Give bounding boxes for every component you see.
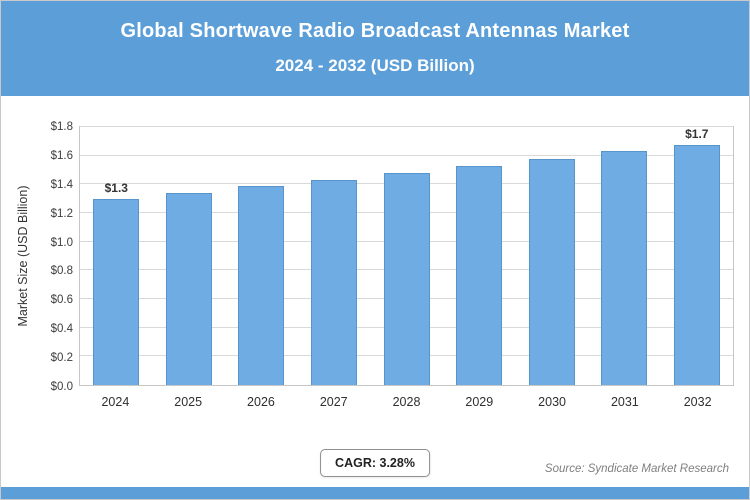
bar-slot: [298, 127, 371, 385]
bar-series: $1.3 $1.7: [80, 127, 733, 385]
y-axis-tick-labels: $0.0 $0.2 $0.4 $0.6 $0.8 $1.0 $1.2 $1.4 $1.6 $1.8: [27, 121, 73, 393]
y-tick-label: $1.4: [50, 178, 73, 191]
bar-slot: [515, 127, 588, 385]
chart-subtitle: 2024 - 2032 (USD Billion): [275, 56, 475, 75]
bar-slot: [153, 127, 226, 385]
bar-2028: [383, 172, 430, 385]
bar-2025: [165, 192, 212, 385]
x-axis-label: 2031: [610, 395, 639, 409]
plot-area: $1.3 $1.7: [79, 126, 734, 386]
bar-slot: $1.7: [661, 127, 734, 385]
bar-slot: $1.3: [80, 127, 153, 385]
source-text: Source: Syndicate Market Research: [544, 463, 729, 475]
gridline: [80, 154, 733, 156]
cagr-badge: CAGR: 3.28%: [320, 449, 430, 477]
x-axis-label: 2027: [319, 395, 348, 409]
chart-title: Global Shortwave Radio Broadcast Antenna…: [120, 20, 630, 42]
bar-2029: [456, 165, 503, 385]
y-tick-label: $1.2: [50, 207, 73, 220]
bar-slot: [225, 127, 298, 385]
bar-2026: [238, 185, 285, 385]
x-axis-label: 2028: [392, 395, 421, 409]
chart-header: Global Shortwave Radio Broadcast Antenna…: [1, 1, 749, 96]
y-tick-label: $1.0: [50, 236, 73, 249]
y-tick-label: $0.8: [50, 265, 73, 278]
x-axis-label: 2025: [174, 395, 203, 409]
y-tick-label: $0.0: [50, 381, 73, 393]
y-tick-label: $0.4: [50, 323, 73, 336]
x-axis-label: 2026: [247, 395, 275, 409]
bar-slot: [370, 127, 443, 385]
x-axis-label: 2032: [683, 395, 712, 409]
x-axis-label: 2024: [101, 395, 130, 409]
bar-slot: [588, 127, 661, 385]
bar-2030: [528, 158, 575, 385]
bar-2027: [310, 180, 357, 385]
y-tick-label: $0.6: [50, 294, 73, 307]
footer-bar: [1, 487, 749, 499]
bar-slot: [443, 127, 516, 385]
bar-value-label: $1.3: [104, 180, 128, 195]
bar-2031: [601, 151, 648, 385]
bar-2032: [673, 145, 720, 385]
x-axis-labels: 2024 2025 2026 2027 2028 2029 2030 2031 2032: [79, 395, 734, 409]
y-tick-label: $1.8: [50, 121, 73, 133]
x-axis-label: 2030: [538, 395, 566, 409]
y-tick-label: $0.2: [50, 352, 73, 365]
y-tick-label: $1.6: [50, 149, 73, 162]
bar-value-label: $1.7: [685, 127, 709, 141]
x-axis-label: 2029: [465, 395, 494, 409]
bar-2024: [93, 198, 140, 385]
gridline: [80, 126, 733, 127]
